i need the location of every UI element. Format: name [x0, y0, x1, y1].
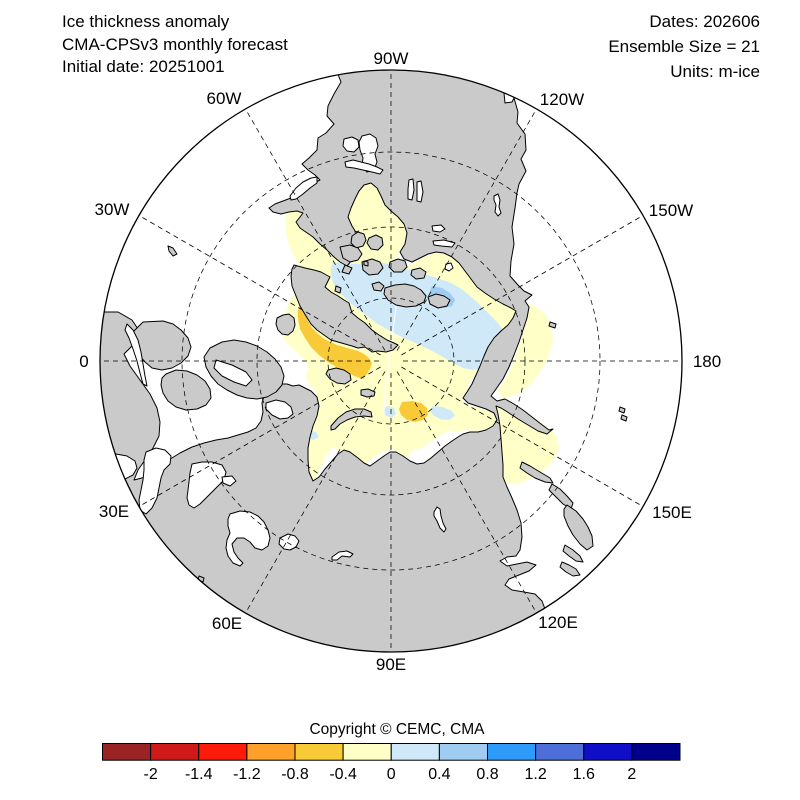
svg-text:180: 180	[693, 352, 721, 371]
svg-text:2: 2	[627, 766, 636, 783]
svg-text:Copyright © CEMC, CMA: Copyright © CEMC, CMA	[309, 721, 485, 738]
svg-text:1.6: 1.6	[573, 766, 595, 783]
svg-text:Units: m-ice: Units: m-ice	[670, 62, 760, 81]
svg-text:CMA-CPSv3 monthly forecast: CMA-CPSv3 monthly forecast	[62, 35, 288, 54]
svg-text:90E: 90E	[376, 655, 406, 674]
svg-text:-1.4: -1.4	[185, 766, 213, 783]
svg-text:30W: 30W	[95, 200, 130, 219]
svg-text:0.8: 0.8	[476, 766, 498, 783]
svg-text:Dates: 202606: Dates: 202606	[649, 12, 760, 31]
svg-text:120W: 120W	[540, 90, 584, 109]
svg-text:60W: 60W	[207, 89, 242, 108]
svg-text:-0.4: -0.4	[329, 766, 357, 783]
svg-text:60E: 60E	[212, 614, 242, 633]
svg-text:-0.8: -0.8	[281, 766, 309, 783]
svg-text:150W: 150W	[649, 201, 693, 220]
svg-text:Ensemble Size = 21: Ensemble Size = 21	[608, 37, 760, 56]
svg-text:0.4: 0.4	[428, 766, 450, 783]
svg-text:Ice thickness anomaly: Ice thickness anomaly	[62, 12, 230, 31]
svg-text:30E: 30E	[99, 502, 129, 521]
svg-text:-1.2: -1.2	[233, 766, 261, 783]
svg-text:0: 0	[387, 766, 396, 783]
svg-text:150E: 150E	[652, 503, 692, 522]
svg-text:1.2: 1.2	[525, 766, 547, 783]
svg-text:120E: 120E	[538, 613, 578, 632]
svg-text:0: 0	[79, 352, 88, 371]
svg-text:Initial date: 20251001: Initial date: 20251001	[62, 57, 225, 76]
svg-text:-2: -2	[144, 766, 158, 783]
svg-text:90W: 90W	[374, 49, 409, 68]
